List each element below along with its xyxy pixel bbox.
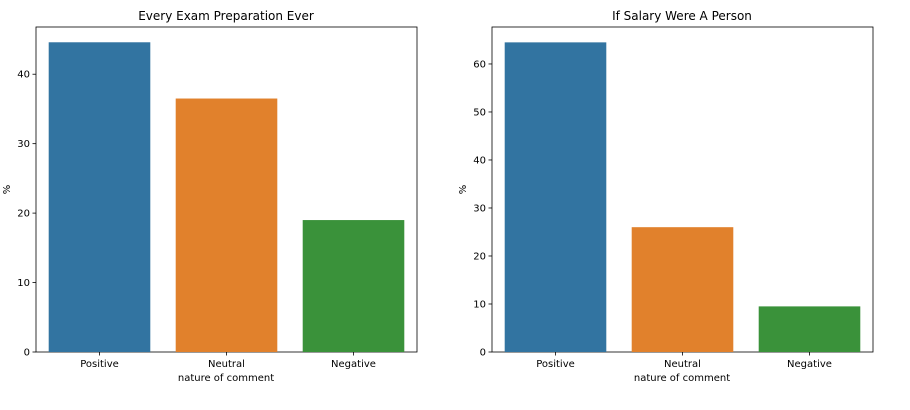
bar-group <box>48 42 405 352</box>
bar-positive <box>48 42 151 352</box>
y-tick-label: 0 <box>480 348 486 359</box>
bar-group <box>504 42 861 353</box>
x-axis-label: nature of comment <box>178 373 274 384</box>
x-tick-label: Negative <box>787 359 832 370</box>
y-tick-label: 20 <box>17 209 30 220</box>
chart-panel-salary-person: If Salary Were A Person 0 10 20 30 40 50 60 Po… <box>458 9 874 384</box>
y-tick-label: 40 <box>473 155 486 166</box>
x-tick-label: Positive <box>80 359 119 370</box>
y-tick-label: 10 <box>17 278 30 289</box>
y-tick-label: 10 <box>473 299 486 310</box>
y-axis-ticks: 0 10 20 30 40 50 60 <box>473 59 492 359</box>
x-tick-label: Positive <box>536 359 575 370</box>
x-axis-label: nature of comment <box>634 373 730 384</box>
y-axis-label: % <box>458 185 469 195</box>
y-tick-label: 40 <box>17 70 30 81</box>
x-tick-label: Neutral <box>664 359 701 370</box>
bar-positive <box>504 42 607 353</box>
bar-neutral <box>175 98 278 352</box>
y-tick-label: 30 <box>473 203 486 214</box>
y-tick-label: 30 <box>17 139 30 150</box>
y-tick-label: 60 <box>473 59 486 70</box>
bar-negative <box>758 306 861 352</box>
chart-title: Every Exam Preparation Ever <box>138 9 314 23</box>
bar-neutral <box>631 227 734 352</box>
chart-panel-exam-preparation: Every Exam Preparation Ever 0 10 20 30 40 Po… <box>2 9 418 384</box>
x-axis-ticks: Positive Neutral Negative <box>80 352 376 370</box>
x-axis-ticks: Positive Neutral Negative <box>536 352 832 370</box>
y-tick-label: 50 <box>473 107 486 118</box>
chart-title: If Salary Were A Person <box>612 9 752 23</box>
y-axis-ticks: 0 10 20 30 40 <box>17 70 36 359</box>
y-axis-label: % <box>2 185 13 195</box>
y-tick-label: 20 <box>473 251 486 262</box>
x-tick-label: Negative <box>331 359 376 370</box>
x-tick-label: Neutral <box>208 359 245 370</box>
bar-negative <box>302 220 405 352</box>
y-tick-label: 0 <box>24 348 30 359</box>
